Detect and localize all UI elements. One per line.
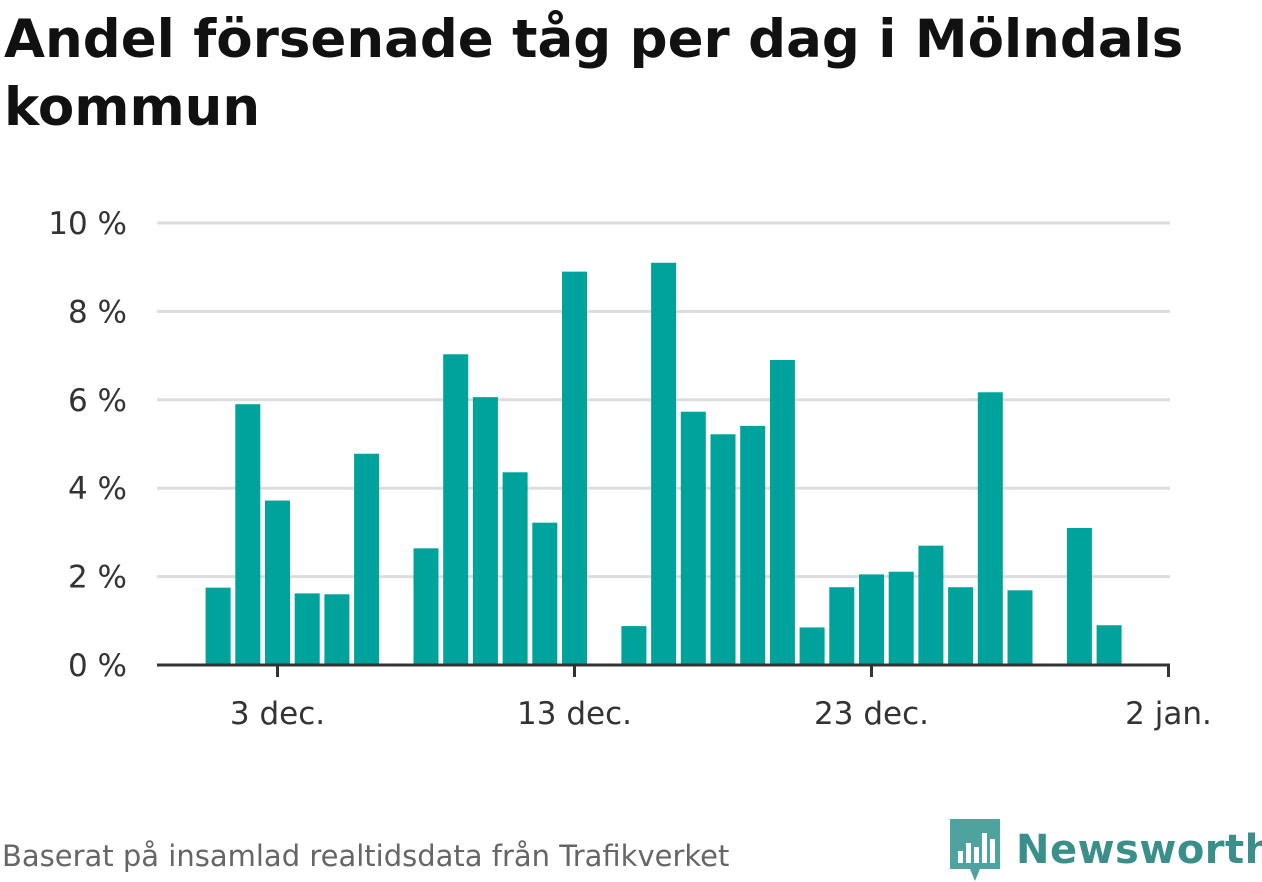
bar — [235, 404, 261, 665]
y-tick-label: 2 % — [68, 560, 127, 596]
bar — [651, 262, 677, 665]
newsworthy-logo-icon — [950, 819, 1000, 881]
brand-name: Newsworthy — [1016, 827, 1262, 873]
bar — [680, 411, 706, 665]
bar — [294, 593, 320, 665]
newsworthy-brand: Newsworthy — [950, 818, 1262, 882]
y-axis-ticks: 0 % 2 % 4 % 6 % 8 % 10 % — [48, 206, 127, 684]
bar — [205, 587, 231, 665]
bar — [472, 397, 498, 665]
bar — [443, 354, 469, 665]
bar — [918, 545, 944, 665]
y-tick-label: 6 % — [68, 383, 127, 419]
y-tick-label: 0 % — [68, 648, 127, 684]
bar — [502, 472, 528, 665]
bar — [1096, 625, 1122, 665]
x-tick-label: 23 dec. — [814, 696, 929, 732]
x-tick-label: 13 dec. — [517, 696, 632, 732]
bar — [769, 360, 795, 665]
x-tick-label: 2 jan. — [1125, 696, 1212, 732]
bar — [799, 627, 825, 665]
source-note: Baserat på insamlad realtidsdata från Tr… — [2, 839, 730, 873]
y-tick-label: 10 % — [48, 206, 127, 242]
bar — [562, 271, 587, 665]
bar — [888, 571, 914, 665]
bar — [740, 425, 766, 665]
bar — [1007, 590, 1033, 665]
bar — [1066, 527, 1092, 665]
bar — [265, 500, 290, 665]
y-tick-label: 4 % — [68, 471, 127, 507]
bar — [532, 522, 558, 665]
bar — [324, 594, 350, 665]
y-tick-label: 8 % — [68, 294, 127, 330]
bar — [859, 574, 884, 665]
x-axis: 3 dec. 13 dec. 23 dec. 2 jan. — [157, 663, 1212, 732]
bar — [621, 626, 647, 665]
chart-title: Andel försenade tåg per dag i Mölndals k… — [4, 9, 1184, 138]
bar — [354, 453, 380, 665]
bars — [205, 262, 1122, 665]
bar — [413, 548, 439, 665]
bar — [829, 587, 855, 665]
bar — [977, 392, 1003, 665]
bar — [948, 587, 974, 665]
bar — [710, 434, 736, 665]
x-tick-label: 3 dec. — [230, 696, 325, 732]
